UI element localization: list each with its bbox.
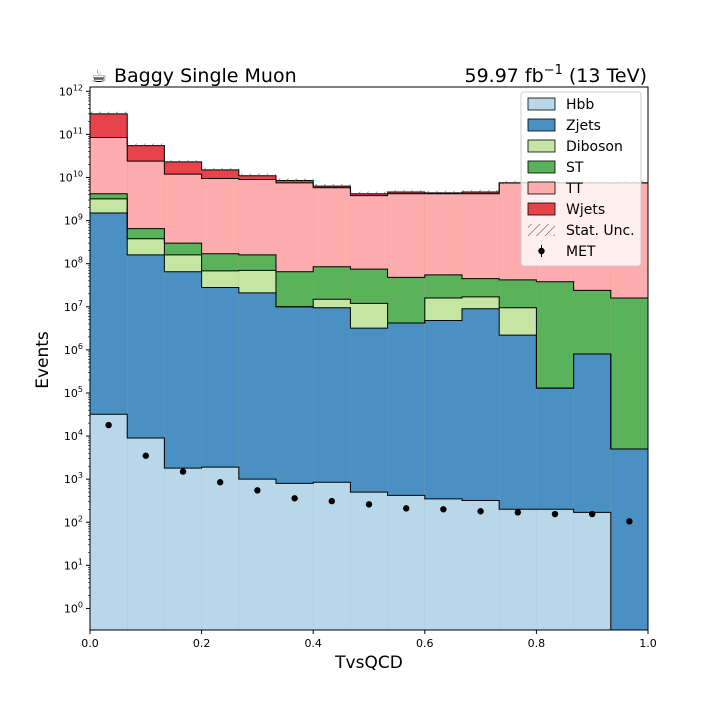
y-tick-label-2: 102 xyxy=(64,514,83,529)
met-point-9 xyxy=(440,506,447,513)
outline-st xyxy=(90,193,648,630)
y-tick-label-6: 106 xyxy=(64,342,83,357)
x-tick-label-0: 0.0 xyxy=(81,637,99,650)
x-tick-label-4: 0.8 xyxy=(528,637,546,650)
stat-unc-11 xyxy=(499,180,537,185)
y-tick-label-3: 103 xyxy=(64,471,83,486)
stat-unc-0 xyxy=(90,111,128,116)
legend-label-hbb: Hbb xyxy=(566,97,594,113)
bar-hbb-5 xyxy=(275,483,314,630)
bar-zjets-14 xyxy=(610,449,648,630)
bar-hbb-10 xyxy=(462,500,500,630)
stat-unc-7 xyxy=(350,191,388,196)
plot-frame xyxy=(89,86,649,631)
legend-marker-met xyxy=(538,247,545,255)
y-tick-label-1: 101 xyxy=(64,557,83,572)
legend-label-tt: TT xyxy=(565,181,583,197)
met-point-13 xyxy=(589,510,596,518)
legend-swatch-wjets xyxy=(527,202,556,216)
outline-hbb xyxy=(90,413,612,630)
met-point-11 xyxy=(514,509,522,516)
y-tick-label-4: 104 xyxy=(64,428,83,443)
y-tick-label-5: 105 xyxy=(64,385,83,400)
legend-label-wjets: Wjets xyxy=(566,202,605,218)
met-point-6 xyxy=(328,497,335,505)
y-tick-label-8: 108 xyxy=(64,256,83,271)
stat-unc-9 xyxy=(424,190,463,195)
bar-hbb-8 xyxy=(387,495,425,630)
stat-unc-2 xyxy=(164,159,202,164)
y-tick-label-0: 100 xyxy=(64,600,83,615)
legend-label-diboson: Diboson xyxy=(566,139,623,155)
y-tick-label-10: 1010 xyxy=(59,170,83,185)
stat-unc-5 xyxy=(275,178,314,182)
y-tick-label-12: 1012 xyxy=(59,83,83,98)
legend-swatch-diboson xyxy=(527,139,556,153)
y-axis: 100 101 102 103 104 105 106 107 108 109 1010 1011 10… xyxy=(59,83,90,615)
stacked-histogram xyxy=(90,113,648,630)
legend-label-met: MET xyxy=(566,244,596,260)
y-tick-label-7: 107 xyxy=(64,299,83,314)
met-point-10 xyxy=(477,508,484,515)
legend-swatch-tt xyxy=(527,181,556,195)
x-axis: 0.0 0.2 0.4 0.6 0.8 1.0 xyxy=(81,630,657,650)
bar-hbb-9 xyxy=(424,498,463,630)
bar-hbb-13 xyxy=(573,512,611,630)
legend-swatch-stat-unc xyxy=(528,224,555,236)
x-tick-label-1: 0.2 xyxy=(193,637,211,650)
bar-hbb-12 xyxy=(536,509,574,630)
energy-label: (13 TeV) xyxy=(563,65,647,87)
chart-title: ☕ Baggy Single Muon xyxy=(91,65,297,87)
met-point-0 xyxy=(105,421,112,429)
bar-hbb-1 xyxy=(127,438,165,630)
met-data-points xyxy=(105,421,633,525)
met-point-7 xyxy=(365,501,373,508)
legend-label-zjets: Zjets xyxy=(566,118,601,134)
stat-unc-3 xyxy=(201,167,239,172)
x-tick-label-5: 1.0 xyxy=(639,637,657,650)
bar-hbb-2 xyxy=(164,468,202,630)
stat-unc-6 xyxy=(313,184,351,188)
bar-hbb-11 xyxy=(499,509,537,630)
met-point-5 xyxy=(291,495,298,502)
met-point-4 xyxy=(254,487,261,494)
lumi-value: 59.97 fb xyxy=(464,65,543,87)
legend-swatch-st xyxy=(527,160,556,174)
stat-unc-1 xyxy=(127,143,165,148)
met-point-1 xyxy=(142,452,149,459)
bar-hbb-6 xyxy=(313,482,351,630)
stat-unc-8 xyxy=(387,189,425,194)
y-tick-label-9: 109 xyxy=(64,213,83,228)
x-tick-label-3: 0.6 xyxy=(416,637,434,650)
met-point-12 xyxy=(551,510,559,518)
legend-box xyxy=(520,91,642,267)
x-tick-label-2: 0.4 xyxy=(304,637,322,650)
met-point-14 xyxy=(626,518,633,525)
stat-unc-10 xyxy=(462,189,500,194)
bar-hbb-0 xyxy=(90,414,128,630)
legend-label-stat-unc: Stat. Unc. xyxy=(566,223,635,239)
bar-hbb-7 xyxy=(350,492,388,630)
outline-diboson xyxy=(90,198,648,630)
lumi-exponent: −1 xyxy=(544,63,563,78)
x-axis-label: TvsQCD xyxy=(334,653,403,673)
title-left: Baggy Single Muon xyxy=(114,65,297,87)
title-icon: ☕ xyxy=(91,66,107,87)
legend-swatch-hbb xyxy=(527,97,556,111)
y-axis-label: Events xyxy=(33,331,53,389)
met-point-2 xyxy=(179,468,187,475)
legend-swatch-zjets xyxy=(527,118,556,132)
bar-hbb-4 xyxy=(238,479,276,630)
legend-label-st: ST xyxy=(566,160,584,176)
legend: Hbb Zjets Diboson ST TT Wjets Stat. Unc. MET xyxy=(520,91,642,267)
bar-hbb-3 xyxy=(201,467,239,630)
met-point-8 xyxy=(403,505,410,512)
lumi-label: 59.97 fb−1 (13 TeV) xyxy=(464,63,647,87)
met-point-3 xyxy=(216,479,224,486)
y-tick-label-11: 1011 xyxy=(59,126,83,141)
stat-unc-4 xyxy=(238,173,276,178)
